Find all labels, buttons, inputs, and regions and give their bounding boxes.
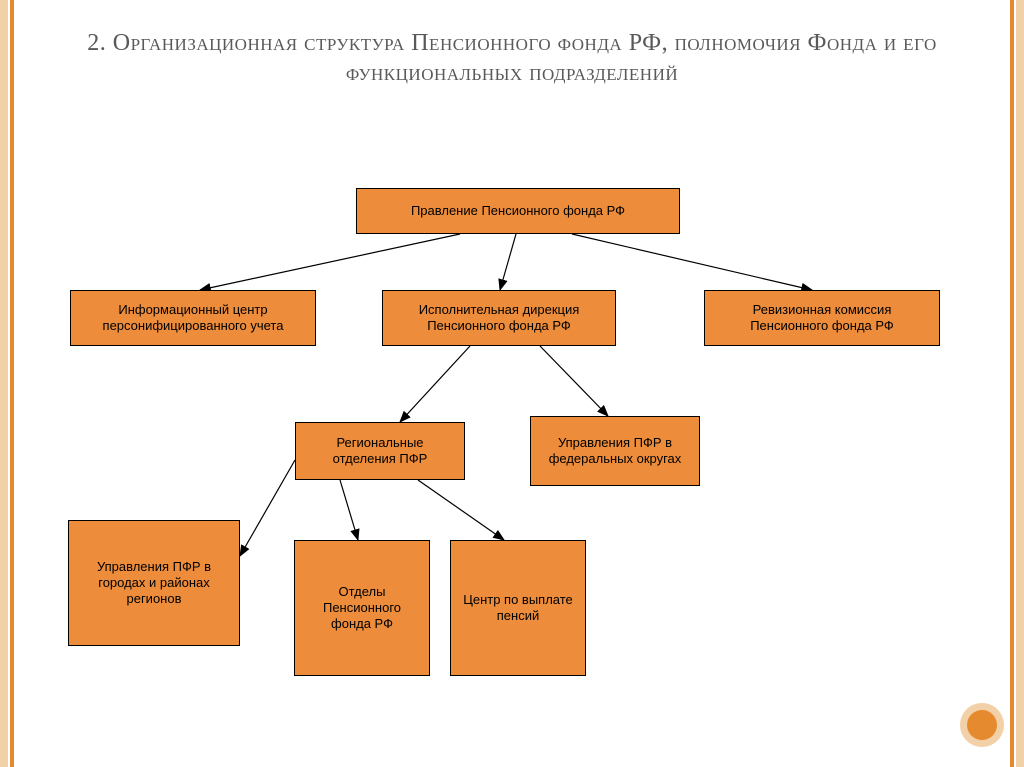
border-stripe-outer bbox=[0, 0, 8, 767]
border-left bbox=[0, 0, 14, 767]
org-node-n2: Исполнительная дирекция Пенсионного фонд… bbox=[382, 290, 616, 346]
org-node-n6: Управления ПФР в городах и районах регио… bbox=[68, 520, 240, 646]
org-node-n3: Ревизионная комиссия Пенсионного фонда Р… bbox=[704, 290, 940, 346]
corner-circle-inner bbox=[967, 710, 997, 740]
org-node-n4: Региональные отделения ПФР bbox=[295, 422, 465, 480]
border-stripe-inner bbox=[1010, 0, 1014, 767]
org-node-n0: Правление Пенсионного фонда РФ bbox=[356, 188, 680, 234]
page-title: 2. Организационная структура Пенсионного… bbox=[60, 28, 964, 88]
org-node-n1: Информационный центр персонифицированног… bbox=[70, 290, 316, 346]
org-node-n5: Управления ПФР в федеральных округах bbox=[530, 416, 700, 486]
border-stripe-inner bbox=[10, 0, 14, 767]
border-right bbox=[1010, 0, 1024, 767]
org-node-n7: Отделы Пенсионного фонда РФ bbox=[294, 540, 430, 676]
border-stripe-outer bbox=[1016, 0, 1024, 767]
org-node-n8: Центр по выплате пенсий bbox=[450, 540, 586, 676]
